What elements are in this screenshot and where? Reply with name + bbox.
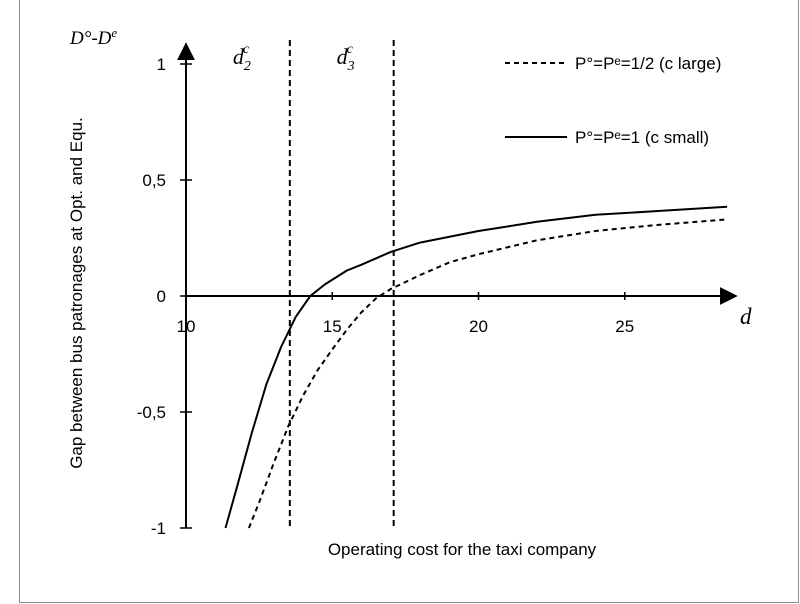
- x-tick-label: 25: [615, 317, 634, 336]
- x-axis-label: Operating cost for the taxi company: [328, 540, 597, 559]
- y-axis-title: D°-De: [69, 25, 117, 49]
- legend-label-solid: P°=Pᵉ=1 (c small): [575, 128, 709, 147]
- y-tick-label: 0: [157, 287, 166, 306]
- series-dashed-line: [247, 218, 728, 529]
- vertical-line-label: d3c: [337, 42, 355, 74]
- chart-frame: [19, 0, 799, 603]
- y-tick-label: -0,5: [137, 403, 166, 422]
- x-tick-label: 15: [323, 317, 342, 336]
- y-tick-label: 1: [157, 55, 166, 74]
- x-axis-end-label: d: [740, 304, 752, 329]
- legend-label-dashed: P°=Pᵉ=1/2 (c large): [575, 54, 721, 73]
- y-axis-title-base: D°-D: [69, 28, 112, 49]
- y-axis-label: Gap between bus patronages at Opt. and E…: [67, 117, 86, 469]
- y-axis-title-sup: e: [111, 25, 117, 40]
- legend: P°=Pᵉ=1/2 (c large) P°=Pᵉ=1 (c small): [505, 54, 721, 147]
- y-tick-label: 0,5: [142, 171, 166, 190]
- x-tick-label: 20: [469, 317, 488, 336]
- x-tick-label: 10: [177, 317, 196, 336]
- vertical-line-label: d2c: [233, 42, 251, 74]
- series-solid-line: [224, 205, 728, 529]
- y-tick-label: -1: [151, 519, 166, 538]
